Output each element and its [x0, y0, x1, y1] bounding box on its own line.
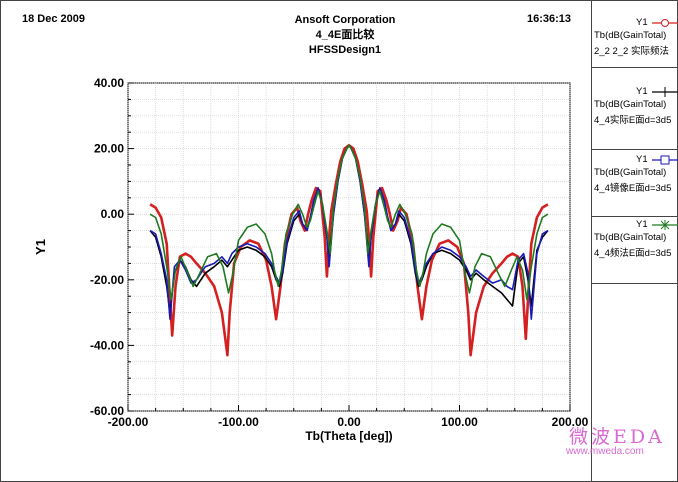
- legend-entry-4[interactable]: Y1 Tb(dB(GainTotal) 4_4频法E面d=3d5: [592, 217, 678, 284]
- company-name: Ansoft Corporation: [294, 14, 396, 26]
- watermark-url: www.mweda.com: [566, 446, 644, 457]
- y-tick-label: -60.00: [90, 404, 124, 418]
- report-time: 16:36:13: [527, 13, 572, 25]
- circle-icon: [652, 19, 678, 27]
- x-axis-label: Tb(Theta [deg]): [305, 429, 392, 443]
- y-tick-label: 40.00: [94, 76, 124, 90]
- y-tick-label: -40.00: [90, 338, 124, 352]
- x-tick-label: -200.00: [108, 415, 149, 429]
- series-line-4: [149, 144, 549, 301]
- design-name: HFSSDesign1: [308, 44, 382, 56]
- x-tick-label: 200.00: [552, 415, 589, 429]
- report-header: Ansoft Corporation 4_4E面比较 HFSSDesign1: [200, 13, 490, 58]
- x-tick-label: 100.00: [441, 415, 478, 429]
- report-date: 18 Dec 2009: [22, 13, 85, 25]
- legend-entry-1[interactable]: Y1 Tb(dB(GainTotal) 2_2 2_2 实际频法: [592, 1, 678, 68]
- y-tick-label: -20.00: [90, 273, 124, 287]
- legend-panel: Y1 Tb(dB(GainTotal) 2_2 2_2 实际频法 Y1 Tb(d…: [591, 1, 678, 481]
- y-tick-label: 20.00: [94, 142, 124, 156]
- x-tick-label: -100.00: [218, 415, 259, 429]
- plus-icon: [652, 87, 678, 97]
- y-axis-label: Y1: [33, 239, 48, 255]
- watermark-logo: 微波EDA: [569, 426, 665, 448]
- plot-title: 4_4E面比较: [315, 29, 375, 41]
- chart-plot[interactable]: -200.00 -100.00 0.00 100.00 200.00 40.00 20.00…: [0, 0, 590, 480]
- x-tick-label: 0.00: [337, 415, 361, 429]
- square-icon: [652, 155, 678, 165]
- legend-entry-3[interactable]: Y1 Tb(dB(GainTotal) 4_4镜像E面d=3d5: [592, 150, 678, 217]
- y-tick-label: 0.00: [101, 207, 125, 221]
- legend-entry-2[interactable]: Y1 Tb(dB(GainTotal) 4_4实际E面d=3d5: [592, 68, 678, 150]
- star-icon: [652, 220, 678, 230]
